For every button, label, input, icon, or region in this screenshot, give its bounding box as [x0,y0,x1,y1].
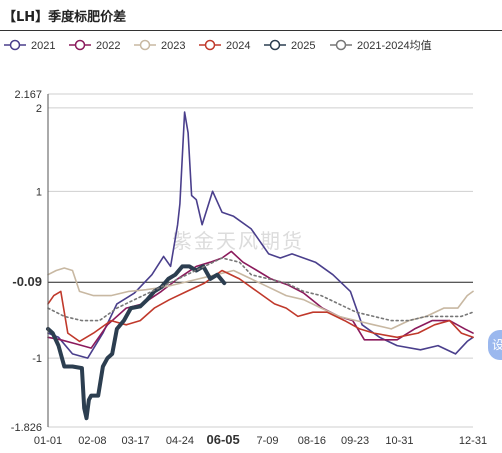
legend[interactable]: 2021 2022 2023 2024 2025 2021-2024均值 [4,39,432,52]
y-tick-label: -1 [32,353,42,365]
side-tool-button[interactable]: 设 [488,330,502,360]
x-tick-label: 12-31 [459,435,487,447]
series-line-2022 [47,250,474,349]
legend-item-2021-2024[interactable]: 2021-2024均值 [330,39,432,52]
legend-label: 2023 [161,40,185,52]
series-line-2024 [47,269,474,343]
legend-swatch-marker [139,39,151,51]
x-tick-label: 02-08 [78,435,106,447]
x-tick-label: 10-31 [385,435,413,447]
x-tick-label: 7-09 [256,435,278,447]
x-tick-label: 06-05 [207,432,240,447]
series-line-2023 [47,267,474,330]
series-line-2025 [46,264,227,421]
legend-item-2023[interactable]: 2023 [134,39,185,52]
legend-swatch-marker [204,39,216,51]
legend-item-2025[interactable]: 2025 [264,39,315,52]
legend-item-2021[interactable]: 2021 [4,39,55,52]
series-line-2021-2024 [47,257,474,322]
legend-swatch-marker [335,39,347,51]
y-tick-label: -1.826 [11,422,42,434]
chart-title: 【LH】季度标肥价差 [3,10,127,25]
series-group [46,111,474,421]
x-tick-label: 03-17 [121,435,149,447]
y-tick-label: -0.09 [12,274,42,289]
legend-swatch-marker [269,39,281,51]
watermark: 紫金天风期货 [172,229,304,253]
x-tick-label: 04-24 [166,435,194,447]
title-divider [0,30,502,31]
x-tick-label: 09-23 [341,435,369,447]
y-tick-label: 2 [36,103,42,115]
legend-item-2022[interactable]: 2022 [69,39,120,52]
x-tick-label: 01-01 [34,435,62,447]
legend-item-2024[interactable]: 2024 [199,39,250,52]
legend-swatch-marker [9,39,21,51]
legend-label: 2021-2024均值 [357,39,432,52]
legend-swatch-marker [74,39,86,51]
legend-label: 2025 [291,40,315,52]
x-tick-label: 08-16 [298,435,326,447]
legend-label: 2021 [31,40,55,52]
legend-label: 2024 [226,40,250,52]
legend-label: 2022 [96,40,120,52]
grid [48,93,473,428]
y-tick-label: 2.167 [14,89,42,101]
y-tick-label: 1 [36,186,42,198]
